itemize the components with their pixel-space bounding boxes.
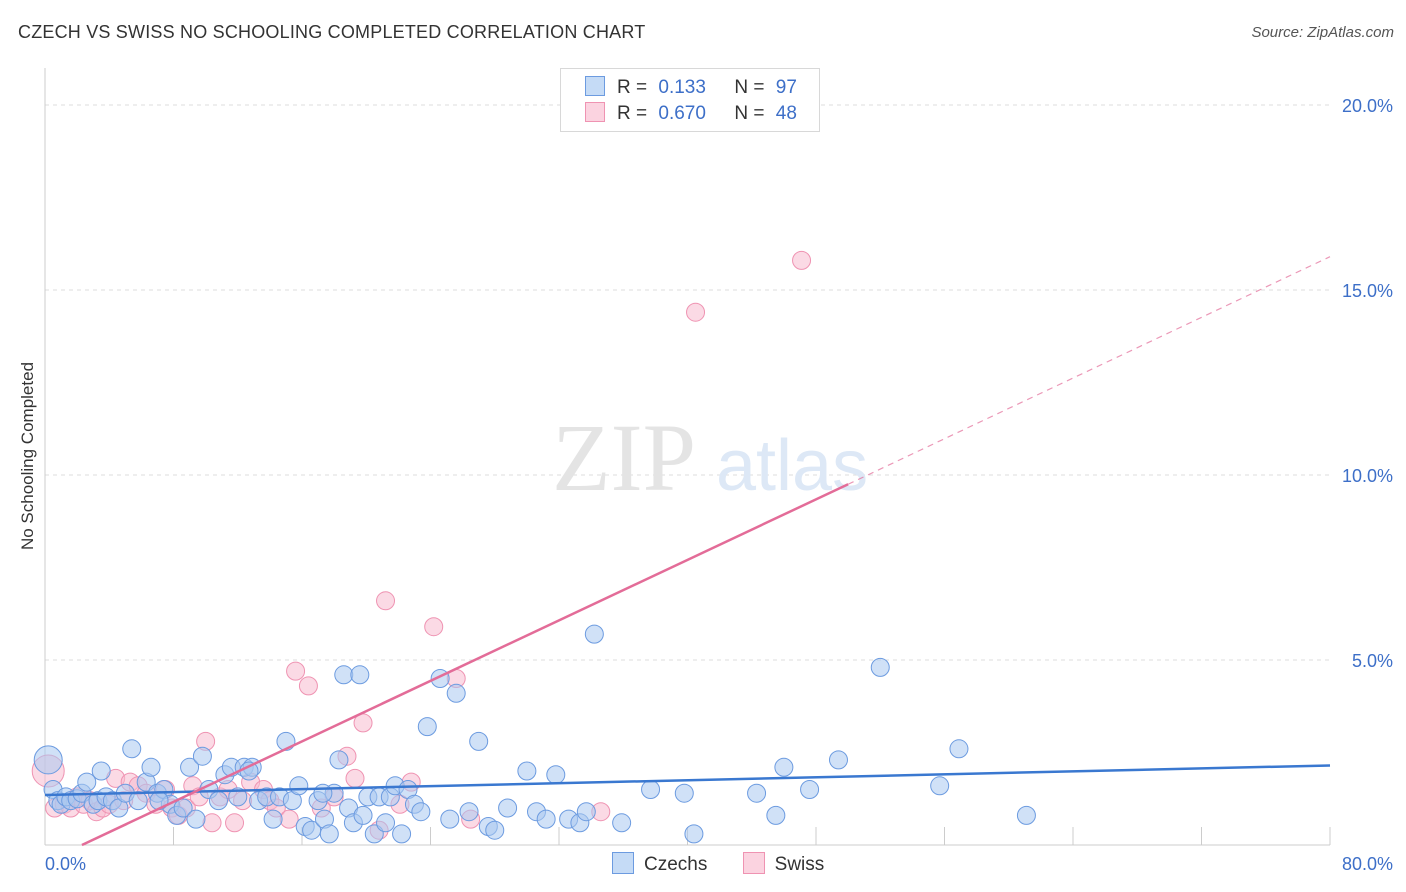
czech-point (584, 624, 604, 644)
czech-point (173, 798, 193, 818)
legend-n-label-swiss: N = (734, 103, 765, 124)
czech-point (949, 739, 969, 759)
legend-n-value-czechs: 97 (775, 77, 797, 98)
swiss-trend-line (81, 483, 849, 847)
czech-point (192, 746, 212, 766)
y-tick-label: 5.0% (1352, 651, 1393, 671)
czech-point (313, 783, 333, 803)
czech-point (208, 791, 228, 811)
czech-point (122, 739, 142, 759)
czech-point (576, 802, 596, 822)
swiss-point (225, 813, 245, 833)
czech-point (411, 802, 431, 822)
legend-r-value-swiss: 0.670 (658, 103, 706, 124)
czech-point (180, 757, 200, 777)
swiss-point (298, 676, 318, 696)
legend-r-value-czechs: 0.133 (658, 77, 706, 98)
watermark-atlas: atlas (716, 426, 868, 506)
legend-swatch-czechs-bottom (612, 852, 634, 874)
y-axis-label: No Schooling Completed (18, 362, 37, 550)
legend-swatch-czechs (585, 76, 605, 96)
czech-trend-line (44, 764, 1331, 797)
czech-point (536, 809, 556, 829)
czech-point (228, 787, 248, 807)
czech-point (376, 813, 396, 833)
czech-point (1016, 805, 1036, 825)
legend-swatch-swiss-bottom (742, 852, 765, 874)
y-tick-label: 20.0% (1342, 96, 1393, 116)
czech-point (517, 761, 537, 781)
czech-point (329, 750, 349, 770)
y-tick-label: 10.0% (1342, 466, 1393, 486)
swiss-point (686, 302, 706, 322)
legend-swatch-swiss (585, 102, 605, 122)
y-tick-label: 15.0% (1342, 281, 1393, 301)
czech-point (141, 757, 161, 777)
czech-point (128, 791, 148, 811)
legend-n-label-czechs: N = (734, 77, 765, 98)
czech-point (612, 813, 632, 833)
czech-point (319, 824, 339, 844)
czech-point (747, 783, 767, 803)
legend-row-swiss: R = 0.670 N = 48 (585, 102, 797, 126)
czech-point (392, 824, 412, 844)
czech-point (459, 802, 479, 822)
czech-point (91, 761, 111, 781)
legend-n-value-swiss: 48 (775, 103, 797, 124)
legend-label-czechs: Czechs (644, 854, 708, 875)
czech-point (334, 665, 354, 685)
czech-point (684, 824, 704, 844)
chart-title: CZECH VS SWISS NO SCHOOLING COMPLETED CO… (18, 22, 646, 42)
swiss-point (345, 768, 365, 788)
swiss-point (424, 617, 444, 637)
czech-point (77, 772, 97, 792)
czech-point (186, 809, 206, 829)
czech-point (350, 665, 370, 685)
legend-r-label-swiss: R = (617, 103, 648, 124)
swiss-point (376, 591, 396, 611)
legend-item-czechs[interactable]: Czechs (612, 852, 707, 876)
czech-point (485, 820, 505, 840)
watermark-zip: ZIP (552, 404, 696, 511)
czech-point (353, 805, 373, 825)
czech-point (800, 780, 820, 799)
czech-point (469, 731, 489, 751)
czech-point (440, 809, 460, 829)
legend-row-czechs: R = 0.133 N = 97 (585, 76, 797, 100)
czech-point (546, 765, 566, 785)
stats-legend: R = 0.133 N = 97 R = 0.670 N = 48 (560, 68, 820, 132)
x-tick-label: 80.0% (1342, 854, 1393, 874)
czech-point (766, 805, 786, 825)
x-tick-label: 0.0% (45, 854, 86, 874)
series-legend: Czechs Swiss (612, 852, 854, 876)
swiss-point (279, 809, 299, 829)
czech-point (289, 776, 309, 796)
czech-point (263, 809, 283, 829)
legend-r-label-czechs: R = (617, 77, 648, 98)
swiss-point (202, 813, 222, 833)
czech-point (641, 780, 661, 799)
czech-point (674, 783, 694, 803)
czech-point (930, 776, 950, 796)
legend-label-swiss: Swiss (774, 854, 825, 875)
swiss-point (792, 250, 812, 270)
czech-point (498, 798, 518, 818)
czech-point (33, 745, 63, 775)
czech-point (417, 717, 437, 737)
swiss-trend-extension (847, 256, 1331, 485)
czech-point (446, 683, 466, 703)
source-label: Source: ZipAtlas.com (1251, 24, 1394, 41)
czech-point (828, 750, 848, 770)
czech-point (870, 657, 890, 677)
swiss-point (286, 661, 306, 681)
legend-item-swiss[interactable]: Swiss (742, 852, 825, 876)
czech-point (774, 757, 794, 777)
